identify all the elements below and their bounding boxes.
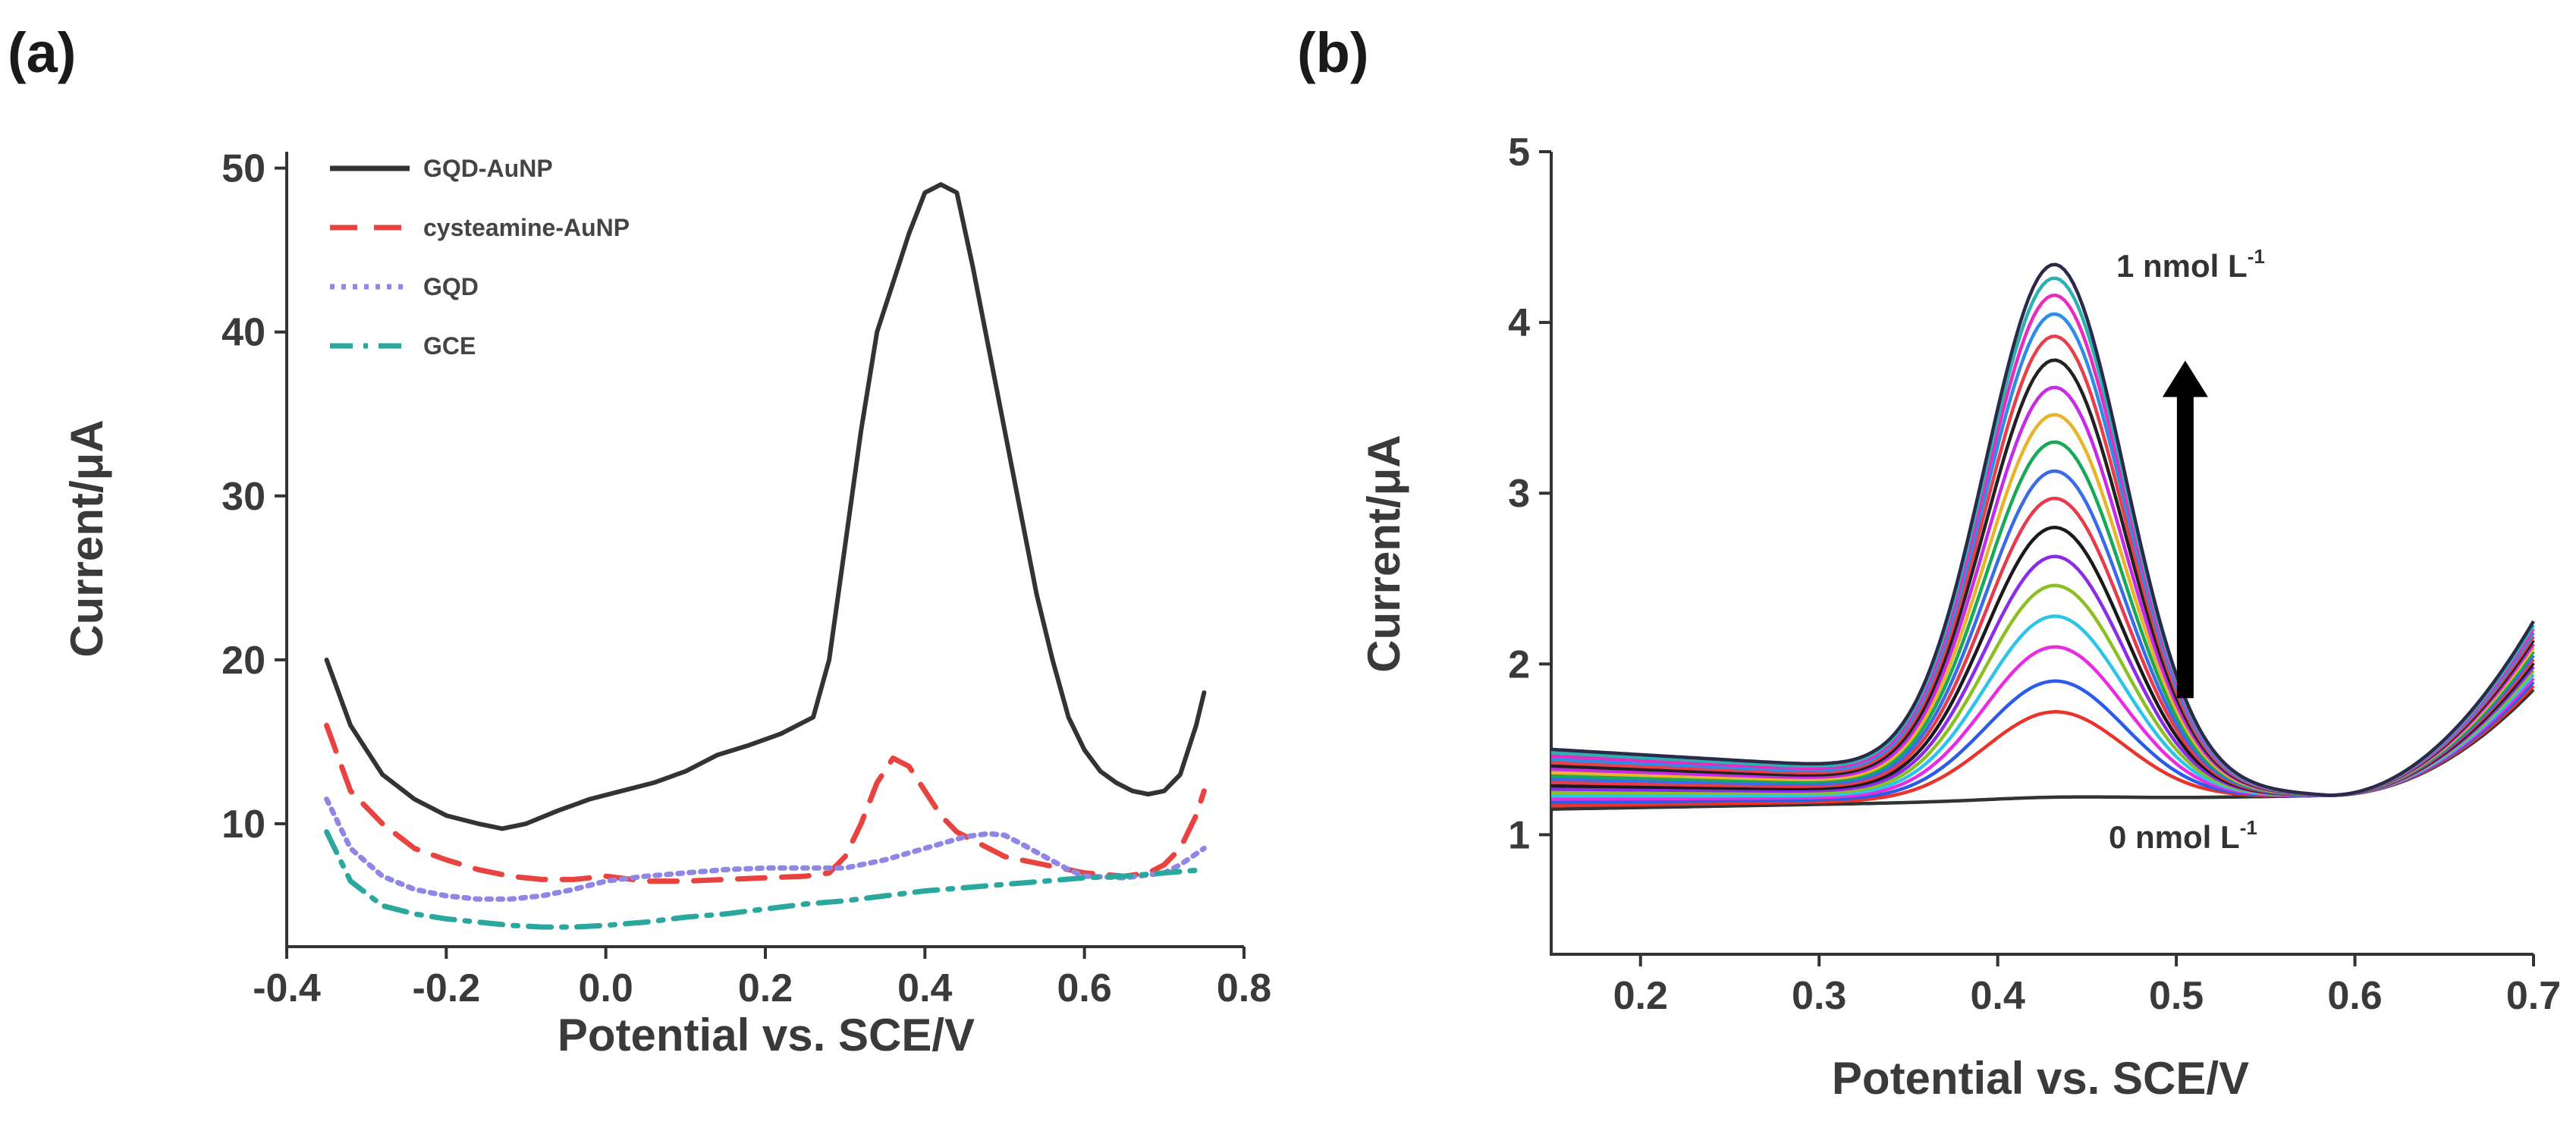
legend-label-gqd-aunp: GQD-AuNP (423, 155, 553, 182)
panel-b-series-group (1550, 262, 2535, 811)
panel-b-x-tick-label: 0.6 (2327, 974, 2382, 1018)
panel-a-series-group (324, 182, 1207, 930)
panel-a-ticks: -0.4 -0.2 0.0 0.2 0.4 0.6 0.8 10 20 30 40 50 (221, 147, 1271, 1010)
panel-a: (a) -0.4 -0.2 0.0 0.2 0.4 0.6 0.8 10 20 30 40 50 GQ… (8, 21, 1271, 1060)
panel-a-x-tick-label: -0.4 (253, 966, 321, 1010)
panel-a-legend: GQD-AuNP cysteamine-AuNP GQD GCE (330, 155, 630, 360)
panel-b-y-tick-label: 2 (1508, 642, 1530, 686)
panel-b-x-tick-label: 0.4 (1970, 974, 2025, 1018)
panel-b-y-tick-label: 1 (1508, 813, 1530, 857)
panel-a-x-tick-label: 0.0 (579, 966, 633, 1010)
panel-b-annotation-bottom: 0 nmol L-1 (2109, 816, 2257, 855)
series-gqd (324, 796, 1207, 902)
panel-b-y-tick-label: 5 (1508, 130, 1530, 174)
arrow-head (2162, 360, 2208, 397)
series-c8 (1550, 496, 2535, 797)
series-c17 (1550, 276, 2535, 797)
panel-a-y-axis-title: Current/μA (61, 419, 112, 657)
panel-b-ticks: 0.2 0.3 0.4 0.5 0.6 0.7 1 2 3 4 5 (1508, 130, 2561, 1018)
panel-b-y-tick-label: 3 (1508, 472, 1530, 516)
series-c11 (1550, 413, 2535, 797)
legend-label-cysteamine-aunp: cysteamine-AuNP (423, 214, 630, 241)
legend-label-gce: GCE (423, 332, 476, 360)
series-gce (324, 829, 1207, 930)
panel-a-axes (285, 152, 1244, 948)
panel-b: (b) 0.2 0.3 0.4 0.5 0.6 0.7 1 2 3 4 5 1 nmol L-1 0… (1297, 21, 2561, 1104)
series-c14 (1550, 334, 2535, 797)
panel-a-y-tick-label: 40 (221, 311, 265, 355)
panel-a-x-tick-label: 0.2 (738, 966, 793, 1010)
panel-b-annotation-top: 1 nmol L-1 (2116, 245, 2265, 284)
series-1-nmol-l-1 (1550, 262, 2535, 797)
panel-a-x-tick-label: 0.8 (1217, 966, 1271, 1010)
panel-a-y-tick-label: 50 (221, 147, 265, 191)
series-c16 (1550, 293, 2535, 797)
panel-b-x-tick-label: 0.2 (1613, 974, 1668, 1018)
panel-a-label: (a) (8, 21, 76, 84)
series-c15 (1550, 312, 2535, 797)
series-c9 (1550, 469, 2535, 797)
series-c7 (1550, 526, 2535, 797)
series-cysteamine-aunp (324, 722, 1207, 884)
panel-a-x-axis-title: Potential vs. SCE/V (558, 1010, 975, 1060)
legend-label-gqd: GQD (423, 273, 479, 300)
panel-b-label: (b) (1297, 21, 1369, 84)
panel-a-y-tick-label: 20 (221, 639, 265, 683)
panel-a-y-tick-label: 30 (221, 475, 265, 519)
panel-b-x-tick-label: 0.3 (1792, 974, 1846, 1018)
panel-a-x-tick-label: -0.2 (413, 966, 481, 1010)
panel-a-x-tick-label: 0.6 (1057, 966, 1112, 1010)
panel-b-x-tick-label: 0.7 (2506, 974, 2561, 1018)
panel-a-x-tick-label: 0.4 (897, 966, 952, 1010)
panel-b-x-tick-label: 0.5 (2149, 974, 2204, 1018)
panel-b-axes (1550, 152, 2534, 956)
panel-b-increase-arrow (2162, 360, 2208, 699)
panel-b-x-axis-title: Potential vs. SCE/V (1832, 1053, 2249, 1104)
panel-b-y-axis-title: Current/μA (1359, 435, 1409, 672)
panel-b-y-tick-label: 4 (1508, 301, 1530, 345)
series-c13 (1550, 358, 2535, 797)
series-gqd-aunp (324, 182, 1207, 831)
panel-a-y-tick-label: 10 (221, 803, 265, 847)
